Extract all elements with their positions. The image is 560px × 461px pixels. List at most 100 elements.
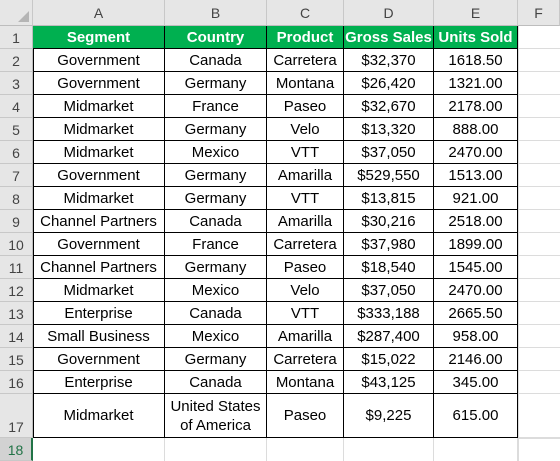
- row-header-15[interactable]: 15: [0, 348, 33, 371]
- table-cell[interactable]: $32,670: [344, 95, 434, 118]
- table-cell[interactable]: 2518.00: [434, 210, 518, 233]
- table-cell[interactable]: 1513.00: [434, 164, 518, 187]
- table-cell[interactable]: VTT: [267, 302, 344, 325]
- table-cell[interactable]: Canada: [165, 371, 267, 394]
- table-cell[interactable]: Germany: [165, 256, 267, 279]
- table-cell[interactable]: Germany: [165, 348, 267, 371]
- table-header-cell[interactable]: Segment: [33, 26, 165, 49]
- table-cell[interactable]: Channel Partners: [33, 210, 165, 233]
- table-cell[interactable]: Small Business: [33, 325, 165, 348]
- table-cell[interactable]: Carretera: [267, 348, 344, 371]
- row-header-13[interactable]: 13: [0, 302, 33, 325]
- table-cell[interactable]: 2665.50: [434, 302, 518, 325]
- table-cell[interactable]: Montana: [267, 371, 344, 394]
- table-cell[interactable]: Canada: [165, 49, 267, 72]
- table-cell[interactable]: Germany: [165, 72, 267, 95]
- table-cell[interactable]: $13,320: [344, 118, 434, 141]
- row-header-9[interactable]: 9: [0, 210, 33, 233]
- table-cell[interactable]: $9,225: [344, 394, 434, 438]
- table-cell[interactable]: 615.00: [434, 394, 518, 438]
- table-cell[interactable]: Mexico: [165, 279, 267, 302]
- table-cell[interactable]: Government: [33, 49, 165, 72]
- row-header-3[interactable]: 3: [0, 72, 33, 95]
- table-cell[interactable]: Amarilla: [267, 325, 344, 348]
- table-cell[interactable]: $15,022: [344, 348, 434, 371]
- table-cell[interactable]: 2470.00: [434, 141, 518, 164]
- table-cell[interactable]: Midmarket: [33, 279, 165, 302]
- table-cell[interactable]: Canada: [165, 302, 267, 325]
- table-cell[interactable]: France: [165, 233, 267, 256]
- row-header-11[interactable]: 11: [0, 256, 33, 279]
- table-cell[interactable]: $32,370: [344, 49, 434, 72]
- table-cell[interactable]: Channel Partners: [33, 256, 165, 279]
- row-header-17[interactable]: 17: [0, 394, 33, 438]
- table-cell[interactable]: Enterprise: [33, 371, 165, 394]
- table-cell[interactable]: $26,420: [344, 72, 434, 95]
- table-cell[interactable]: Velo: [267, 118, 344, 141]
- table-cell[interactable]: $333,188: [344, 302, 434, 325]
- table-cell[interactable]: VTT: [267, 141, 344, 164]
- table-cell[interactable]: United States of America: [165, 394, 267, 438]
- table-cell[interactable]: $18,540: [344, 256, 434, 279]
- table-cell[interactable]: 1545.00: [434, 256, 518, 279]
- table-cell[interactable]: 1899.00: [434, 233, 518, 256]
- table-cell[interactable]: 2146.00: [434, 348, 518, 371]
- row-header-1[interactable]: 1: [0, 26, 33, 49]
- table-cell[interactable]: $37,980: [344, 233, 434, 256]
- row-header-18[interactable]: 18: [0, 438, 33, 461]
- table-cell[interactable]: $529,550: [344, 164, 434, 187]
- row-header-4[interactable]: 4: [0, 95, 33, 118]
- column-header-a[interactable]: A: [33, 0, 165, 26]
- table-cell[interactable]: 2470.00: [434, 279, 518, 302]
- row-header-5[interactable]: 5: [0, 118, 33, 141]
- table-cell[interactable]: Midmarket: [33, 95, 165, 118]
- table-cell[interactable]: Germany: [165, 164, 267, 187]
- column-header-c[interactable]: C: [267, 0, 344, 26]
- table-cell[interactable]: Midmarket: [33, 394, 165, 438]
- table-cell[interactable]: $287,400: [344, 325, 434, 348]
- table-cell[interactable]: Velo: [267, 279, 344, 302]
- row-header-12[interactable]: 12: [0, 279, 33, 302]
- table-header-cell[interactable]: Gross Sales: [344, 26, 434, 49]
- table-cell[interactable]: Germany: [165, 118, 267, 141]
- row-header-7[interactable]: 7: [0, 164, 33, 187]
- table-cell[interactable]: Amarilla: [267, 210, 344, 233]
- table-header-cell[interactable]: Product: [267, 26, 344, 49]
- table-cell[interactable]: Midmarket: [33, 187, 165, 210]
- table-cell[interactable]: Paseo: [267, 394, 344, 438]
- table-cell[interactable]: 958.00: [434, 325, 518, 348]
- table-cell[interactable]: Germany: [165, 187, 267, 210]
- table-cell[interactable]: Carretera: [267, 233, 344, 256]
- table-cell[interactable]: Mexico: [165, 141, 267, 164]
- table-cell[interactable]: 345.00: [434, 371, 518, 394]
- table-cell[interactable]: $43,125: [344, 371, 434, 394]
- table-cell[interactable]: 1618.50: [434, 49, 518, 72]
- column-header-f[interactable]: F: [518, 0, 560, 26]
- row-header-6[interactable]: 6: [0, 141, 33, 164]
- table-cell[interactable]: Enterprise: [33, 302, 165, 325]
- table-cell[interactable]: $13,815: [344, 187, 434, 210]
- table-cell[interactable]: Midmarket: [33, 118, 165, 141]
- row-header-16[interactable]: 16: [0, 371, 33, 394]
- table-cell[interactable]: Carretera: [267, 49, 344, 72]
- table-cell[interactable]: Amarilla: [267, 164, 344, 187]
- column-header-d[interactable]: D: [344, 0, 434, 26]
- table-cell[interactable]: Government: [33, 72, 165, 95]
- table-cell[interactable]: $30,216: [344, 210, 434, 233]
- column-header-e[interactable]: E: [434, 0, 518, 26]
- table-cell[interactable]: Midmarket: [33, 141, 165, 164]
- table-cell[interactable]: 2178.00: [434, 95, 518, 118]
- table-cell[interactable]: Government: [33, 233, 165, 256]
- table-header-cell[interactable]: Units Sold: [434, 26, 518, 49]
- table-header-cell[interactable]: Country: [165, 26, 267, 49]
- table-cell[interactable]: Mexico: [165, 325, 267, 348]
- table-cell[interactable]: Canada: [165, 210, 267, 233]
- row-header-14[interactable]: 14: [0, 325, 33, 348]
- column-header-b[interactable]: B: [165, 0, 267, 26]
- select-all-corner[interactable]: [0, 0, 33, 26]
- table-cell[interactable]: $37,050: [344, 279, 434, 302]
- row-header-2[interactable]: 2: [0, 49, 33, 72]
- table-cell[interactable]: VTT: [267, 187, 344, 210]
- table-cell[interactable]: Paseo: [267, 256, 344, 279]
